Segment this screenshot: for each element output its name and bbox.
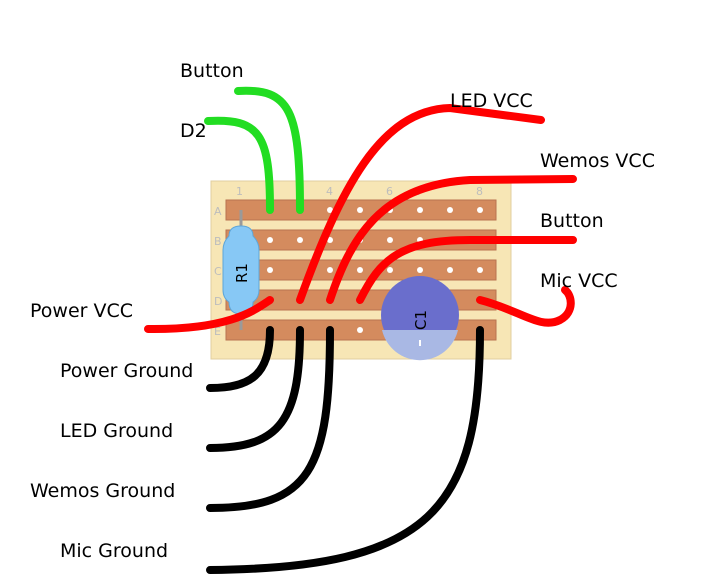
label-power-ground: Power Ground bbox=[60, 360, 193, 382]
resistor-r1: R1 bbox=[222, 210, 260, 330]
label-button-green: Button bbox=[180, 60, 244, 82]
label-d2: D2 bbox=[180, 120, 207, 142]
wire-button-green bbox=[234, 86, 304, 214]
row-label-b: B bbox=[214, 235, 222, 248]
red-wires bbox=[144, 103, 577, 334]
strip-hole bbox=[267, 237, 273, 243]
label-led-ground: LED Ground bbox=[60, 420, 173, 442]
label-mic-ground: Mic Ground bbox=[60, 540, 168, 562]
row-label-e: E bbox=[214, 325, 221, 338]
column-label-8: 8 bbox=[476, 185, 483, 198]
wire-power-ground bbox=[206, 326, 274, 392]
strip-hole bbox=[267, 267, 273, 273]
strip-hole bbox=[477, 207, 483, 213]
wire-wemos-vcc bbox=[326, 175, 577, 304]
row-label-d: D bbox=[214, 295, 222, 308]
label-wemos-ground: Wemos Ground bbox=[30, 480, 175, 502]
strip-hole bbox=[387, 237, 393, 243]
strip-hole bbox=[297, 237, 303, 243]
strip-hole bbox=[417, 267, 423, 273]
row-label-a: A bbox=[214, 205, 222, 218]
wire-button-red bbox=[356, 236, 577, 304]
label-mic-vcc: Mic VCC bbox=[540, 270, 618, 292]
label-led-vcc: LED VCC bbox=[450, 90, 533, 112]
wire-mic-ground bbox=[206, 326, 484, 574]
column-label-1: 1 bbox=[236, 185, 243, 198]
column-label-4: 4 bbox=[326, 185, 333, 198]
resistor-body bbox=[222, 225, 260, 315]
black-wires bbox=[206, 326, 484, 574]
label-wemos-vcc: Wemos VCC bbox=[540, 150, 655, 172]
label-button-red: Button bbox=[540, 210, 604, 232]
wire-d2 bbox=[204, 116, 274, 214]
column-label-6: 6 bbox=[386, 185, 393, 198]
strip-hole bbox=[327, 267, 333, 273]
strip-hole bbox=[477, 267, 483, 273]
wire-wemos-ground bbox=[206, 326, 334, 512]
wire-led-ground bbox=[206, 326, 304, 452]
label-power-vcc: Power VCC bbox=[30, 300, 133, 322]
strip-hole bbox=[357, 207, 363, 213]
wire-power-vcc bbox=[144, 296, 274, 334]
capacitor-c1: C1 bbox=[381, 276, 459, 361]
strip-hole bbox=[327, 207, 333, 213]
strip-hole bbox=[447, 267, 453, 273]
wire-led-vcc bbox=[296, 103, 545, 304]
strip-hole bbox=[357, 327, 363, 333]
strip-hole bbox=[387, 267, 393, 273]
strip-hole bbox=[357, 267, 363, 273]
capacitor-label: C1 bbox=[412, 310, 430, 330]
green-wires bbox=[204, 86, 304, 214]
wire-mic-vcc bbox=[476, 286, 575, 327]
strip-hole bbox=[417, 207, 423, 213]
resistor-label: R1 bbox=[233, 263, 251, 283]
strip-hole bbox=[447, 207, 453, 213]
row-label-c: C bbox=[214, 265, 222, 278]
